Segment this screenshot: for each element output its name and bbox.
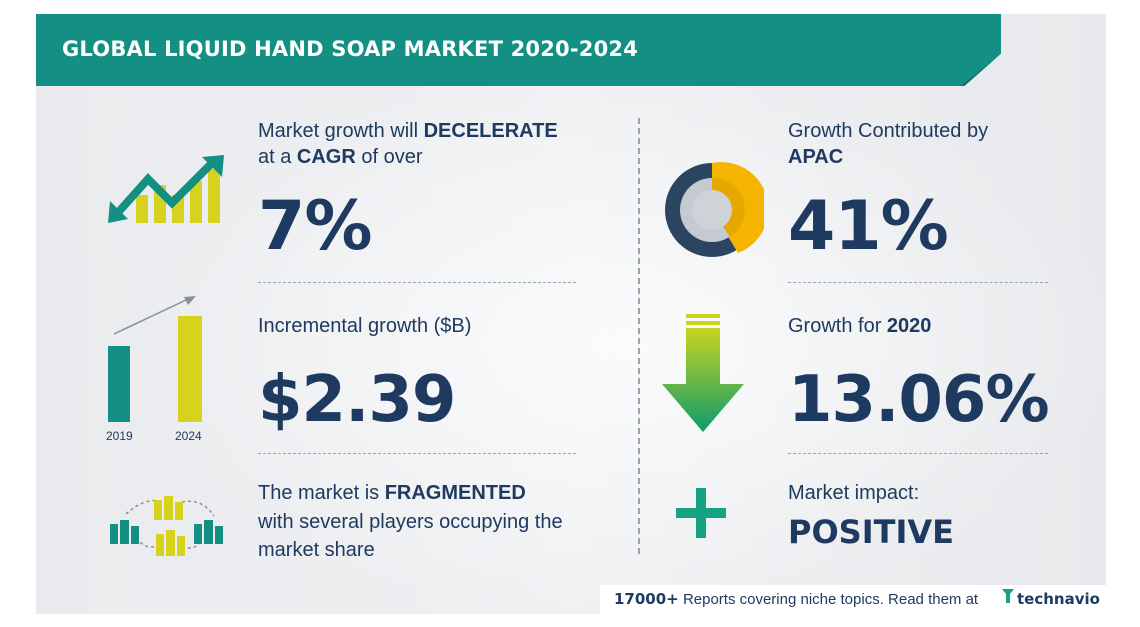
footer-tagline: Reports covering niche topics. Read them… — [682, 591, 979, 608]
cagr-emphasis: CAGR — [296, 146, 356, 168]
report-count: 17000+ — [614, 590, 679, 608]
row-divider — [788, 282, 1048, 283]
background-texture — [36, 14, 1106, 614]
yoy-year: 2020 — [886, 315, 932, 337]
bar-label-2019: 2019 — [106, 429, 133, 443]
technavio-brand: technavio — [1017, 589, 1100, 608]
incremental-growth-label: Incremental growth ($B) — [258, 315, 472, 337]
growth-bars-icon — [106, 294, 206, 431]
yoy-label-text: Growth for — [788, 315, 887, 337]
yoy-label: Growth for 2020 — [788, 313, 931, 339]
footer-text: 17000+ Reports covering niche topics. Re… — [614, 590, 978, 608]
fragmented-text: The market is — [258, 482, 385, 504]
page-title: GLOBAL LIQUID HAND SOAP MARKET 2020-2024 — [62, 37, 639, 61]
fragmented-emphasis: FRAGMENTED — [384, 482, 526, 504]
impact-value: POSITIVE — [788, 513, 954, 551]
footer-bar: 17000+ Reports covering niche topics. Re… — [600, 585, 1106, 614]
cagr-value: 7% — [258, 187, 372, 266]
fragmented-line1: The market is FRAGMENTED — [258, 480, 526, 506]
cagr-caption-text: at a — [258, 146, 297, 168]
infographic-card — [36, 14, 1106, 614]
cagr-trend-emphasis: DECELERATE — [423, 120, 558, 142]
title-banner: GLOBAL LIQUID HAND SOAP MARKET 2020-2024 — [36, 14, 1001, 86]
cagr-caption-line2: at a CAGR of over — [258, 144, 423, 170]
row-divider — [258, 453, 576, 454]
yoy-value: 13.06% — [788, 363, 1050, 437]
row-divider — [258, 282, 576, 283]
cagr-caption-text: of over — [355, 146, 423, 168]
technavio-link[interactable]: technavio — [1002, 589, 1100, 608]
cagr-caption-text: Market growth will — [258, 120, 424, 142]
down-arrow-icon — [660, 314, 746, 439]
apac-region: APAC — [788, 146, 844, 168]
row-divider — [788, 453, 1048, 454]
decline-chart-icon — [106, 155, 228, 232]
cagr-caption-line1: Market growth will DECELERATE — [258, 118, 558, 144]
bar-label-2024: 2024 — [175, 429, 202, 443]
impact-label: Market impact: — [788, 482, 920, 504]
apac-value: 41% — [788, 187, 949, 266]
apac-caption-line1: Growth Contributed by — [788, 120, 989, 142]
incremental-growth-value: $2.39 — [258, 363, 456, 437]
plus-icon — [674, 486, 728, 545]
donut-chart-icon — [660, 158, 769, 267]
column-divider — [638, 118, 640, 554]
buildings-network-icon — [106, 494, 224, 565]
fragmented-line3: market share — [258, 539, 375, 561]
technavio-logo-icon — [1002, 589, 1014, 608]
fragmented-line2: with several players occupying the — [258, 511, 563, 533]
